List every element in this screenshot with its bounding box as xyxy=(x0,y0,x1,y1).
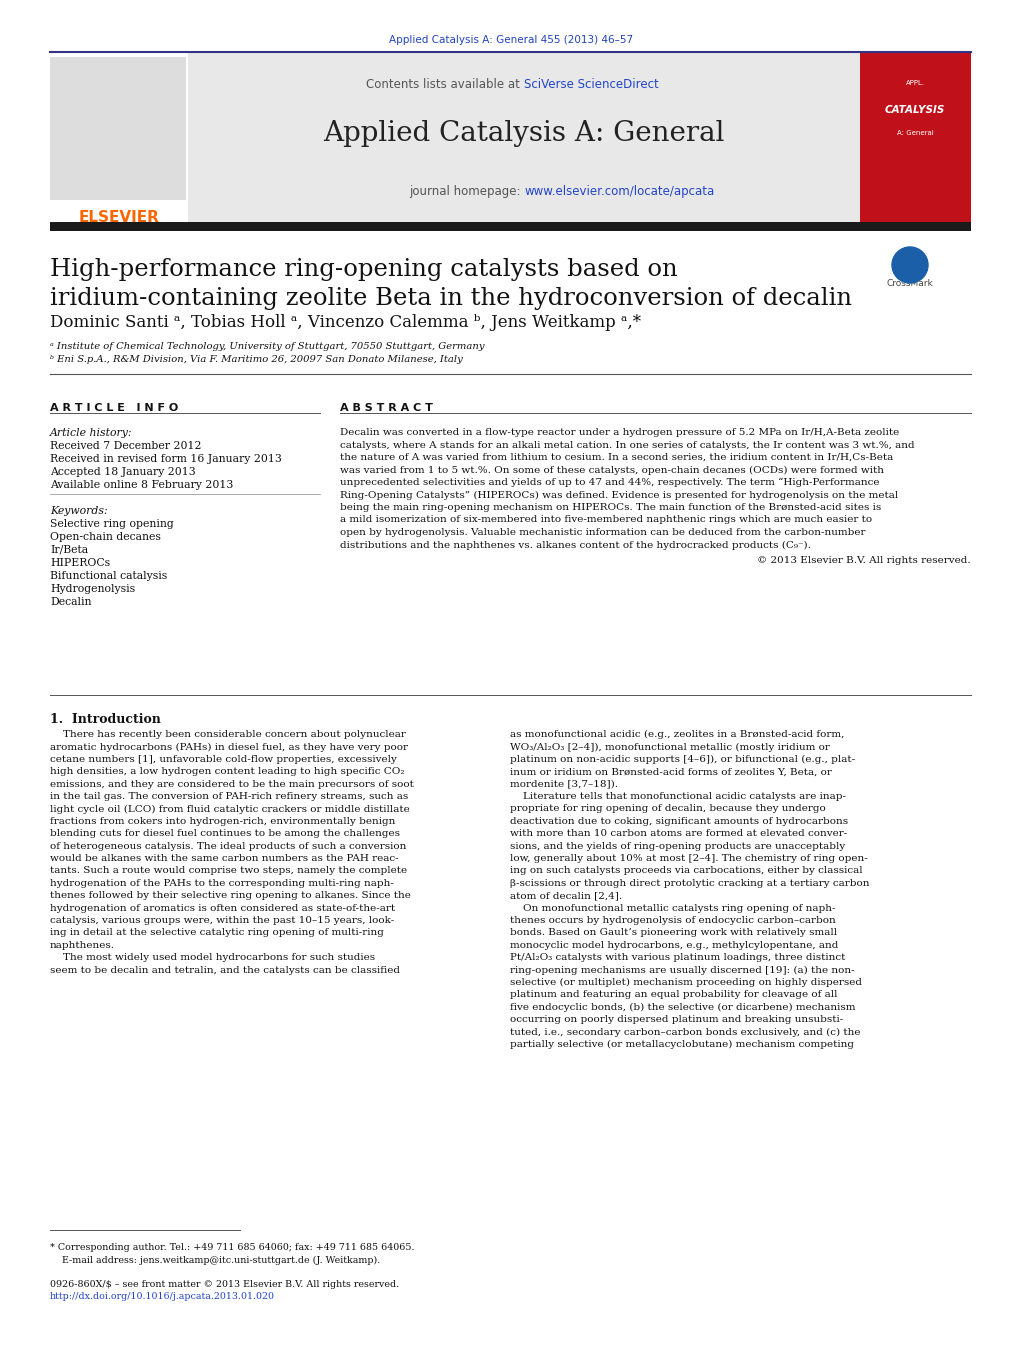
Text: fractions from cokers into hydrogen-rich, environmentally benign: fractions from cokers into hydrogen-rich… xyxy=(50,817,395,825)
Text: seem to be decalin and tetralin, and the catalysts can be classified: seem to be decalin and tetralin, and the… xyxy=(50,966,400,974)
Text: blending cuts for diesel fuel continues to be among the challenges: blending cuts for diesel fuel continues … xyxy=(50,830,400,838)
Text: APPL.: APPL. xyxy=(906,80,925,86)
Text: Keywords:: Keywords: xyxy=(50,507,107,516)
Text: mordenite [3,7–18]).: mordenite [3,7–18]). xyxy=(510,780,618,789)
Text: 1.  Introduction: 1. Introduction xyxy=(50,713,161,725)
Text: Decalin: Decalin xyxy=(50,597,92,607)
Text: deactivation due to coking, significant amounts of hydrocarbons: deactivation due to coking, significant … xyxy=(510,817,848,825)
Text: of heterogeneous catalysis. The ideal products of such a conversion: of heterogeneous catalysis. The ideal pr… xyxy=(50,842,406,851)
Text: catalysis, various groups were, within the past 10–15 years, look-: catalysis, various groups were, within t… xyxy=(50,916,394,925)
Text: thenes followed by their selective ring opening to alkanes. Since the: thenes followed by their selective ring … xyxy=(50,892,410,900)
Text: cetane numbers [1], unfavorable cold-flow properties, excessively: cetane numbers [1], unfavorable cold-flo… xyxy=(50,755,397,763)
Text: CrossMark: CrossMark xyxy=(886,280,933,288)
Text: Received 7 December 2012: Received 7 December 2012 xyxy=(50,440,201,451)
Text: © 2013 Elsevier B.V. All rights reserved.: © 2013 Elsevier B.V. All rights reserved… xyxy=(758,557,971,565)
Text: distributions and the naphthenes vs. alkanes content of the hydrocracked product: distributions and the naphthenes vs. alk… xyxy=(340,540,811,550)
Text: low, generally about 10% at most [2–4]. The chemistry of ring open-: low, generally about 10% at most [2–4]. … xyxy=(510,854,868,863)
Text: A: General: A: General xyxy=(896,130,933,136)
Text: naphthenes.: naphthenes. xyxy=(50,940,115,950)
Text: High-performance ring-opening catalysts based on: High-performance ring-opening catalysts … xyxy=(50,258,678,281)
Text: The most widely used model hydrocarbons for such studies: The most widely used model hydrocarbons … xyxy=(50,954,375,962)
Text: WO₃/Al₂O₃ [2–4]), monofunctional metallic (mostly iridium or: WO₃/Al₂O₃ [2–4]), monofunctional metalli… xyxy=(510,743,830,751)
Text: open by hydrogenolysis. Valuable mechanistic information can be deduced from the: open by hydrogenolysis. Valuable mechani… xyxy=(340,528,866,536)
Text: would be alkanes with the same carbon numbers as the PAH reac-: would be alkanes with the same carbon nu… xyxy=(50,854,398,863)
Text: iridium-containing zeolite Beta in the hydroconversion of decalin: iridium-containing zeolite Beta in the h… xyxy=(50,286,852,309)
Text: atom of decalin [2,4].: atom of decalin [2,4]. xyxy=(510,892,622,900)
Text: A B S T R A C T: A B S T R A C T xyxy=(340,403,433,413)
Text: occurring on poorly dispersed platinum and breaking unsubsti-: occurring on poorly dispersed platinum a… xyxy=(510,1015,843,1024)
Text: CATALYSIS: CATALYSIS xyxy=(885,105,945,115)
Text: tuted, i.e., secondary carbon–carbon bonds exclusively, and (c) the: tuted, i.e., secondary carbon–carbon bon… xyxy=(510,1028,861,1036)
Text: E-mail address: jens.weitkamp@itc.uni-stuttgart.de (J. Weitkamp).: E-mail address: jens.weitkamp@itc.uni-st… xyxy=(50,1256,380,1265)
Bar xyxy=(860,51,971,222)
Text: Literature tells that monofunctional acidic catalysts are inap-: Literature tells that monofunctional aci… xyxy=(510,792,846,801)
Text: hydrogenation of aromatics is often considered as state-of-the-art: hydrogenation of aromatics is often cons… xyxy=(50,904,395,912)
Text: five endocyclic bonds, (b) the selective (or dicarbene) mechanism: five endocyclic bonds, (b) the selective… xyxy=(510,1002,856,1012)
Text: was varied from 1 to 5 wt.%. On some of these catalysts, open-chain decanes (OCD: was varied from 1 to 5 wt.%. On some of … xyxy=(340,466,884,474)
Text: tants. Such a route would comprise two steps, namely the complete: tants. Such a route would comprise two s… xyxy=(50,866,407,875)
Text: HIPEROCs: HIPEROCs xyxy=(50,558,110,567)
Text: aromatic hydrocarbons (PAHs) in diesel fuel, as they have very poor: aromatic hydrocarbons (PAHs) in diesel f… xyxy=(50,743,408,751)
Text: Open-chain decanes: Open-chain decanes xyxy=(50,532,161,542)
Circle shape xyxy=(892,247,928,282)
Bar xyxy=(50,57,186,200)
Text: Selective ring opening: Selective ring opening xyxy=(50,519,174,530)
Text: Decalin was converted in a flow-type reactor under a hydrogen pressure of 5.2 MP: Decalin was converted in a flow-type rea… xyxy=(340,428,900,436)
Bar xyxy=(50,222,971,231)
Text: emissions, and they are considered to be the main precursors of soot: emissions, and they are considered to be… xyxy=(50,780,414,789)
Text: Accepted 18 January 2013: Accepted 18 January 2013 xyxy=(50,467,196,477)
Text: Received in revised form 16 January 2013: Received in revised form 16 January 2013 xyxy=(50,454,282,463)
Text: Available online 8 February 2013: Available online 8 February 2013 xyxy=(50,480,234,490)
Text: ing in detail at the selective catalytic ring opening of multi-ring: ing in detail at the selective catalytic… xyxy=(50,928,384,938)
Text: a mild isomerization of six-membered into five-membered naphthenic rings which a: a mild isomerization of six-membered int… xyxy=(340,516,872,524)
Text: selective (or multiplet) mechanism proceeding on highly dispersed: selective (or multiplet) mechanism proce… xyxy=(510,978,862,988)
Text: propriate for ring opening of decalin, because they undergo: propriate for ring opening of decalin, b… xyxy=(510,804,826,813)
Text: thenes occurs by hydrogenolysis of endocyclic carbon–carbon: thenes occurs by hydrogenolysis of endoc… xyxy=(510,916,836,925)
Text: There has recently been considerable concern about polynuclear: There has recently been considerable con… xyxy=(50,730,406,739)
Text: Dominic Santi ᵃ, Tobias Holl ᵃ, Vincenzo Calemma ᵇ, Jens Weitkamp ᵃ,*: Dominic Santi ᵃ, Tobias Holl ᵃ, Vincenzo… xyxy=(50,313,641,331)
Text: Bifunctional catalysis: Bifunctional catalysis xyxy=(50,571,167,581)
Text: high densities, a low hydrogen content leading to high specific CO₂: high densities, a low hydrogen content l… xyxy=(50,767,404,777)
Text: the nature of A was varied from lithium to cesium. In a second series, the iridi: the nature of A was varied from lithium … xyxy=(340,453,893,462)
Text: bonds. Based on Gault’s pioneering work with relatively small: bonds. Based on Gault’s pioneering work … xyxy=(510,928,837,938)
Text: * Corresponding author. Tel.: +49 711 685 64060; fax: +49 711 685 64065.: * Corresponding author. Tel.: +49 711 68… xyxy=(50,1243,415,1252)
Text: as monofunctional acidic (e.g., zeolites in a Brønsted-acid form,: as monofunctional acidic (e.g., zeolites… xyxy=(510,730,844,739)
Text: Article history:: Article history: xyxy=(50,428,133,438)
Text: Contents lists available at: Contents lists available at xyxy=(367,78,524,91)
Text: On monofunctional metallic catalysts ring opening of naph-: On monofunctional metallic catalysts rin… xyxy=(510,904,835,912)
Text: unprecedented selectivities and yields of up to 47 and 44%, respectively. The te: unprecedented selectivities and yields o… xyxy=(340,478,879,488)
Text: in the tail gas. The conversion of PAH-rich refinery streams, such as: in the tail gas. The conversion of PAH-r… xyxy=(50,792,408,801)
Text: A R T I C L E   I N F O: A R T I C L E I N F O xyxy=(50,403,179,413)
Text: +: + xyxy=(901,251,919,272)
Text: being the main ring-opening mechanism on HIPEROCs. The main function of the Brøn: being the main ring-opening mechanism on… xyxy=(340,503,881,512)
Text: ing on such catalysts proceeds via carbocations, either by classical: ing on such catalysts proceeds via carbo… xyxy=(510,866,863,875)
Text: Ring-Opening Catalysts” (HIPEROCs) was defined. Evidence is presented for hydrog: Ring-Opening Catalysts” (HIPEROCs) was d… xyxy=(340,490,898,500)
Text: sions, and the yields of ring-opening products are unacceptably: sions, and the yields of ring-opening pr… xyxy=(510,842,845,851)
Text: ᵃ Institute of Chemical Technology, University of Stuttgart, 70550 Stuttgart, Ge: ᵃ Institute of Chemical Technology, Univ… xyxy=(50,342,485,351)
Text: ᵇ Eni S.p.A., R&M Division, Via F. Maritimo 26, 20097 San Donato Milanese, Italy: ᵇ Eni S.p.A., R&M Division, Via F. Marit… xyxy=(50,355,463,363)
Text: Ir/Beta: Ir/Beta xyxy=(50,544,88,555)
Text: Applied Catalysis A: General 455 (2013) 46–57: Applied Catalysis A: General 455 (2013) … xyxy=(389,35,633,45)
Text: www.elsevier.com/locate/apcata: www.elsevier.com/locate/apcata xyxy=(524,185,715,199)
Text: hydrogenation of the PAHs to the corresponding multi-ring naph-: hydrogenation of the PAHs to the corresp… xyxy=(50,878,394,888)
Text: ring-opening mechanisms are usually discerned [19]: (a) the non-: ring-opening mechanisms are usually disc… xyxy=(510,966,855,974)
Text: SciVerse ScienceDirect: SciVerse ScienceDirect xyxy=(524,78,659,91)
Text: light cycle oil (LCO) from fluid catalytic crackers or middle distillate: light cycle oil (LCO) from fluid catalyt… xyxy=(50,804,409,813)
Text: platinum and featuring an equal probability for cleavage of all: platinum and featuring an equal probabil… xyxy=(510,990,837,1000)
Text: Hydrogenolysis: Hydrogenolysis xyxy=(50,584,135,594)
Text: Applied Catalysis A: General: Applied Catalysis A: General xyxy=(324,120,725,147)
Text: with more than 10 carbon atoms are formed at elevated conver-: with more than 10 carbon atoms are forme… xyxy=(510,830,847,838)
Text: partially selective (or metallacyclobutane) mechanism competing: partially selective (or metallacyclobuta… xyxy=(510,1040,854,1050)
Text: journal homepage:: journal homepage: xyxy=(408,185,524,199)
Text: monocyclic model hydrocarbons, e.g., methylcylopentane, and: monocyclic model hydrocarbons, e.g., met… xyxy=(510,940,838,950)
Bar xyxy=(188,51,860,222)
Text: β-scissions or through direct protolytic cracking at a tertiary carbon: β-scissions or through direct protolytic… xyxy=(510,878,870,888)
Text: ELSEVIER: ELSEVIER xyxy=(79,209,159,226)
Text: inum or iridium on Brønsted-acid forms of zeolites Y, Beta, or: inum or iridium on Brønsted-acid forms o… xyxy=(510,767,832,777)
Text: catalysts, where A stands for an alkali metal cation. In one series of catalysts: catalysts, where A stands for an alkali … xyxy=(340,440,915,450)
Text: platinum on non-acidic supports [4–6]), or bifunctional (e.g., plat-: platinum on non-acidic supports [4–6]), … xyxy=(510,755,856,763)
Text: http://dx.doi.org/10.1016/j.apcata.2013.01.020: http://dx.doi.org/10.1016/j.apcata.2013.… xyxy=(50,1292,275,1301)
Text: Pt/Al₂O₃ catalysts with various platinum loadings, three distinct: Pt/Al₂O₃ catalysts with various platinum… xyxy=(510,954,845,962)
Text: 0926-860X/$ – see front matter © 2013 Elsevier B.V. All rights reserved.: 0926-860X/$ – see front matter © 2013 El… xyxy=(50,1279,399,1289)
